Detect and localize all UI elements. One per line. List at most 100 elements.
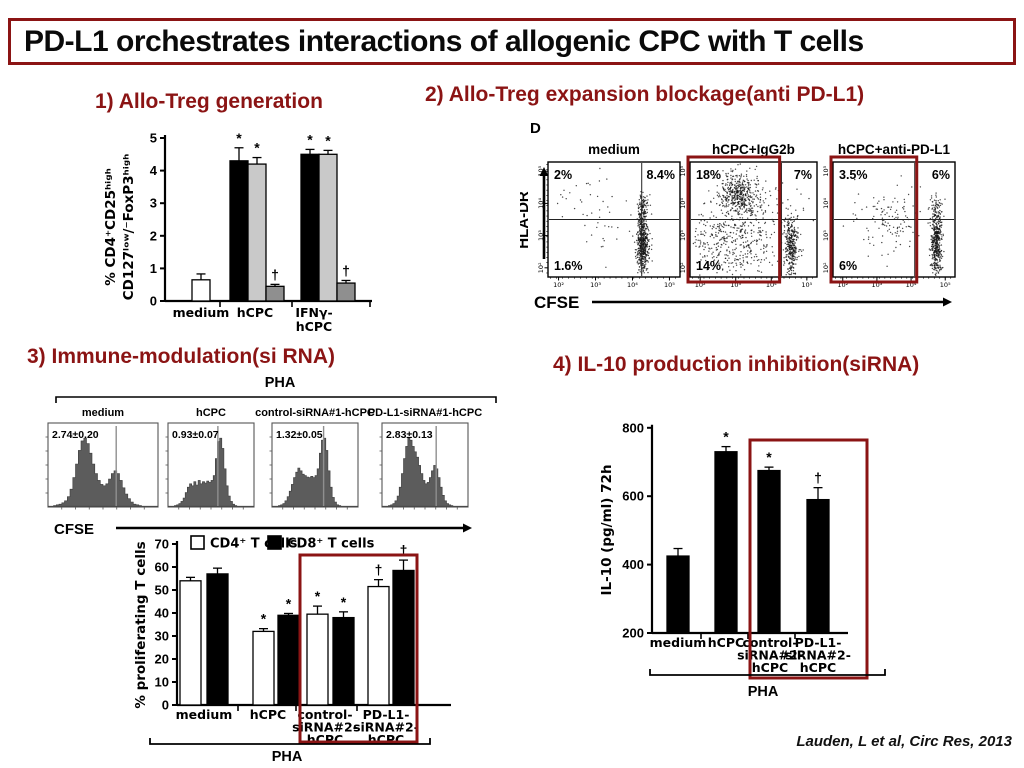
svg-text:hCPC+IgG2b: hCPC+IgG2b — [712, 142, 795, 157]
svg-text:10⁴: 10⁴ — [822, 198, 830, 209]
bar — [252, 630, 275, 706]
svg-text:0.93±0.07: 0.93±0.07 — [172, 429, 219, 441]
hist-shape — [382, 437, 468, 507]
scatter-dots — [842, 175, 946, 276]
svg-text:10²: 10² — [695, 281, 706, 289]
svg-text:hCPC: hCPC — [250, 707, 286, 722]
svg-text:10⁵: 10⁵ — [537, 165, 545, 176]
svg-text:PHA: PHA — [265, 375, 296, 391]
svg-text:0: 0 — [162, 698, 169, 713]
svg-text:*: * — [236, 130, 242, 146]
slide-title: PD-L1 orchestrates interactions of allog… — [24, 24, 864, 58]
svg-text:CFSE: CFSE — [54, 521, 94, 538]
svg-text:10²: 10² — [679, 262, 687, 273]
svg-text:hCPC+anti-PD-L1: hCPC+anti-PD-L1 — [838, 142, 951, 157]
svg-text:PHA: PHA — [272, 749, 303, 765]
svg-text:CD127ˡᵒʷ/⁻FoxP3ʰⁱᵍʰ: CD127ˡᵒʷ/⁻FoxP3ʰⁱᵍʰ — [121, 154, 137, 301]
svg-text:control-: control- — [297, 707, 352, 722]
svg-text:siRNA#2-: siRNA#2- — [785, 648, 851, 663]
svg-text:*: * — [307, 131, 313, 147]
hist-shape — [272, 437, 358, 507]
scatter-dots — [692, 163, 815, 276]
bar — [247, 163, 267, 302]
svg-text:10⁵: 10⁵ — [664, 281, 675, 289]
legend-swatch — [267, 535, 282, 550]
svg-text:†: † — [375, 562, 383, 578]
hist-shape — [48, 437, 158, 507]
svg-text:siRNA#2-: siRNA#2- — [737, 648, 803, 663]
svg-text:10³: 10³ — [730, 281, 741, 289]
bar — [306, 613, 329, 706]
svg-text:*: * — [341, 594, 347, 610]
bar — [277, 614, 300, 706]
svg-text:*: * — [261, 611, 267, 627]
highlight-box — [829, 155, 919, 284]
svg-text:20: 20 — [155, 652, 169, 667]
svg-text:control-: control- — [742, 635, 797, 650]
svg-text:10⁵: 10⁵ — [940, 281, 951, 289]
section-2-heading: 2) Allo-Treg expansion blockage(anti PD-… — [425, 83, 865, 106]
svg-text:hCPC: hCPC — [708, 635, 744, 650]
svg-text:60: 60 — [155, 560, 169, 575]
bar — [806, 498, 830, 634]
svg-text:10⁴: 10⁴ — [679, 198, 687, 209]
svg-text:PHA: PHA — [748, 684, 779, 700]
bar — [336, 282, 356, 302]
svg-text:18%: 18% — [696, 168, 721, 182]
svg-text:10³: 10³ — [590, 281, 601, 289]
group-bracket — [149, 738, 431, 745]
svg-text:medium: medium — [650, 635, 707, 650]
bar — [300, 153, 320, 302]
svg-text:1.32±0.05: 1.32±0.05 — [276, 429, 323, 441]
svg-text:*: * — [254, 140, 260, 156]
svg-text:10²: 10² — [553, 281, 564, 289]
svg-text:4: 4 — [150, 163, 158, 178]
bar — [265, 285, 285, 302]
svg-text:400: 400 — [622, 557, 644, 572]
svg-text:10³: 10³ — [822, 230, 830, 241]
bar — [367, 585, 390, 706]
flow-cytometry-panel: D HLA-DR CFSE medium 10² 10² 10³ 10³ 10⁴ 10⁴ 10⁵ 10… — [515, 115, 1024, 330]
citation: Lauden, L et al, Circ Res, 2013 — [796, 733, 1012, 750]
svg-text:*: * — [315, 588, 321, 604]
allo-treg-generation-svg: 0 1 2 3 4 5 medium * * † hCPC * * † IFNγ-hCPC % CD4⁺CD2… — [103, 130, 372, 334]
svg-text:3.5%: 3.5% — [839, 168, 868, 182]
svg-text:PD-L1-: PD-L1- — [795, 635, 842, 650]
svg-text:10⁴: 10⁴ — [627, 281, 638, 289]
svg-text:medium: medium — [176, 707, 233, 722]
svg-text:6%: 6% — [839, 259, 857, 273]
scatter-dots — [556, 167, 653, 274]
svg-text:10⁴: 10⁴ — [537, 198, 545, 209]
section-3-heading: 3) Immune-modulation(si RNA) — [27, 345, 335, 368]
svg-text:6%: 6% — [932, 168, 950, 182]
svg-text:hCPC: hCPC — [196, 407, 226, 419]
highlight-box — [686, 155, 782, 284]
svg-text:PD-L1-: PD-L1- — [363, 707, 410, 722]
svg-text:% CD4⁺CD25ʰⁱᵍʰ: % CD4⁺CD25ʰⁱᵍʰ — [103, 168, 119, 286]
bar — [229, 160, 249, 302]
svg-text:200: 200 — [622, 626, 644, 641]
cfse-histogram-panel: PHA medium 2.74±0.20 hCPC 0.93±0.07 control-s… — [40, 370, 524, 549]
svg-text:siRNA#2-: siRNA#2- — [292, 720, 358, 735]
svg-text:70: 70 — [155, 537, 169, 552]
svg-text:7%: 7% — [794, 168, 812, 182]
svg-text:hCPC: hCPC — [237, 305, 273, 320]
proliferating-t-cells-svg: 0 10 20 30 40 50 60 70 medium * * hCPC * * control-siR… — [133, 535, 451, 765]
svg-text:10⁴: 10⁴ — [906, 281, 917, 289]
bar — [666, 555, 690, 634]
svg-text:†: † — [271, 266, 279, 282]
svg-text:hCPC: hCPC — [752, 660, 788, 675]
bar — [206, 573, 229, 706]
svg-text:control-siRNA#1-hCPC: control-siRNA#1-hCPC — [255, 407, 375, 419]
proliferation-bar-chart: 0 10 20 30 40 50 60 70 medium * * hCPC * * control-siR… — [133, 528, 483, 768]
svg-text:†: † — [342, 262, 350, 278]
svg-text:2%: 2% — [554, 168, 572, 182]
il10-bar-chart: 200 400 600 800 medium * hCPC * control-siRNA#2-… — [595, 408, 913, 718]
svg-text:% proliferating T cells: % proliferating T cells — [135, 541, 149, 708]
svg-text:10³: 10³ — [871, 281, 882, 289]
svg-text:medium: medium — [82, 407, 124, 419]
svg-text:CFSE: CFSE — [534, 293, 579, 312]
bar — [332, 616, 355, 706]
svg-text:2.83±0.13: 2.83±0.13 — [386, 429, 433, 441]
svg-text:10²: 10² — [537, 262, 545, 273]
